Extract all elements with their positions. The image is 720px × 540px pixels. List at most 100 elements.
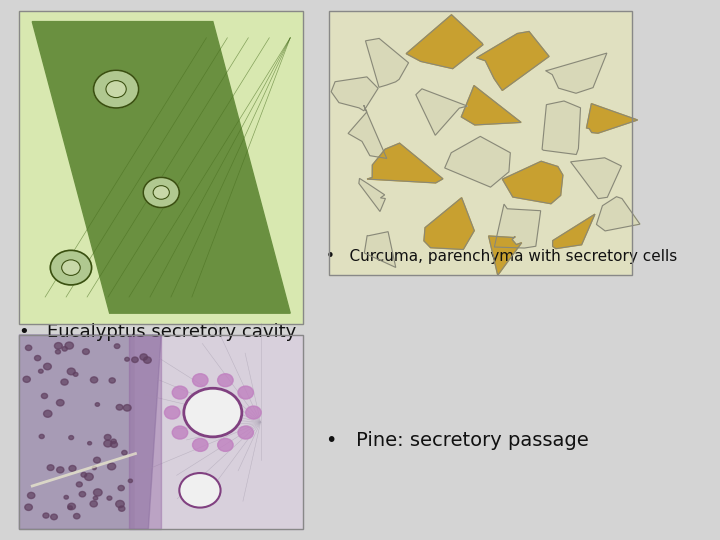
Circle shape [62, 347, 68, 351]
Polygon shape [462, 85, 521, 125]
Circle shape [217, 438, 233, 451]
Circle shape [73, 514, 80, 519]
Circle shape [41, 393, 48, 399]
Polygon shape [348, 105, 387, 158]
Polygon shape [489, 236, 522, 275]
Circle shape [164, 406, 180, 419]
Circle shape [50, 514, 58, 519]
Text: •   Pine: secretory passage: • Pine: secretory passage [325, 430, 588, 450]
Circle shape [39, 434, 44, 438]
Circle shape [95, 403, 99, 406]
Circle shape [111, 439, 117, 443]
Circle shape [84, 473, 94, 481]
Polygon shape [331, 77, 378, 111]
Polygon shape [596, 197, 640, 231]
Circle shape [107, 496, 112, 500]
Polygon shape [416, 89, 467, 136]
Circle shape [94, 70, 139, 108]
Circle shape [110, 442, 117, 448]
Polygon shape [553, 214, 595, 248]
Circle shape [90, 501, 97, 507]
Circle shape [91, 377, 98, 383]
Bar [135, 335, 303, 529]
Circle shape [23, 376, 30, 382]
Circle shape [94, 496, 98, 500]
Circle shape [94, 489, 102, 496]
Circle shape [153, 186, 169, 199]
Circle shape [184, 388, 242, 437]
Circle shape [125, 357, 130, 361]
Polygon shape [32, 22, 290, 313]
Circle shape [143, 357, 151, 363]
Circle shape [123, 404, 131, 411]
Polygon shape [129, 335, 161, 529]
Circle shape [67, 368, 76, 375]
Circle shape [114, 344, 120, 348]
Circle shape [128, 479, 132, 483]
Polygon shape [495, 204, 541, 248]
Circle shape [192, 374, 208, 387]
Circle shape [118, 485, 125, 491]
Circle shape [50, 251, 91, 285]
Circle shape [55, 350, 60, 354]
Circle shape [79, 491, 86, 497]
Bar [19, 11, 303, 324]
Circle shape [88, 442, 91, 445]
Polygon shape [19, 335, 161, 529]
Bar [19, 335, 303, 529]
Circle shape [44, 363, 51, 370]
Circle shape [109, 378, 115, 383]
Circle shape [179, 473, 220, 508]
Bar [329, 11, 632, 275]
Polygon shape [366, 38, 408, 87]
Circle shape [107, 463, 116, 470]
Polygon shape [406, 15, 483, 69]
Circle shape [122, 450, 127, 455]
Bar [329, 11, 632, 275]
Circle shape [56, 400, 64, 406]
Circle shape [246, 406, 261, 419]
Circle shape [61, 379, 68, 385]
Circle shape [104, 440, 112, 447]
Circle shape [132, 357, 138, 362]
Circle shape [116, 501, 125, 508]
Polygon shape [445, 137, 510, 187]
Polygon shape [546, 53, 607, 93]
Circle shape [140, 354, 148, 360]
Circle shape [172, 386, 188, 399]
Circle shape [238, 386, 253, 399]
Text: •   Eucalyptus secretory cavity: • Eucalyptus secretory cavity [19, 323, 297, 341]
Circle shape [35, 355, 41, 361]
Circle shape [27, 492, 35, 498]
Polygon shape [364, 232, 396, 267]
Circle shape [217, 374, 233, 387]
Polygon shape [503, 161, 563, 204]
Circle shape [69, 436, 73, 440]
Polygon shape [424, 198, 474, 249]
Circle shape [106, 80, 126, 98]
Circle shape [116, 404, 123, 410]
Circle shape [119, 506, 125, 511]
Circle shape [65, 342, 73, 349]
Polygon shape [477, 31, 549, 90]
Circle shape [73, 373, 78, 376]
Circle shape [24, 504, 32, 510]
Circle shape [38, 369, 43, 373]
Circle shape [81, 472, 86, 477]
Circle shape [68, 503, 76, 510]
Circle shape [92, 467, 96, 470]
Circle shape [68, 506, 73, 510]
Polygon shape [542, 101, 580, 154]
Circle shape [192, 438, 208, 451]
Polygon shape [571, 158, 621, 199]
Circle shape [55, 342, 63, 349]
Circle shape [143, 177, 179, 207]
Circle shape [83, 349, 89, 354]
Circle shape [43, 513, 49, 518]
Circle shape [44, 410, 52, 417]
Text: •   Curcuma, parenchyma with secretory cells: • Curcuma, parenchyma with secretory cel… [325, 249, 677, 264]
Circle shape [69, 465, 76, 471]
Circle shape [25, 345, 32, 350]
Bar [19, 11, 303, 324]
Polygon shape [367, 143, 443, 183]
